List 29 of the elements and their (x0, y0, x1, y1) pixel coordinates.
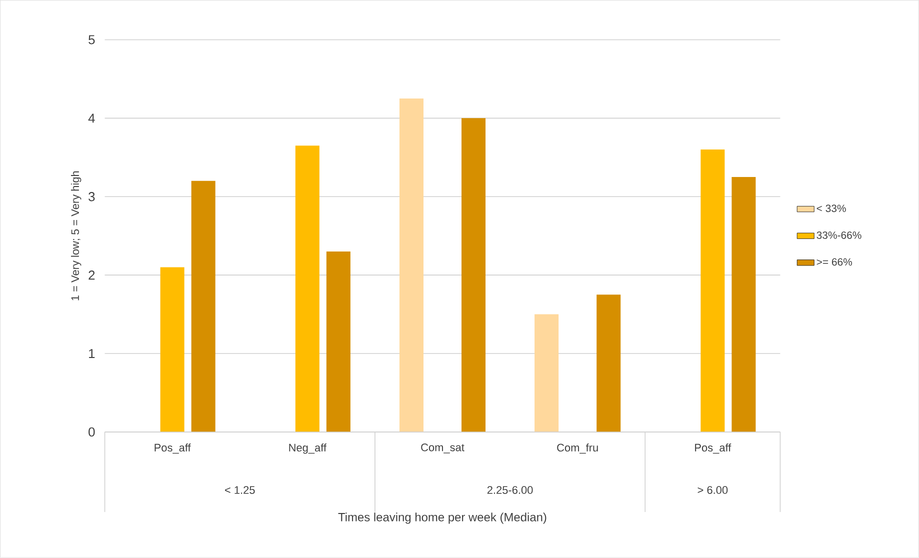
x-tick-label: Neg_aff (289, 444, 327, 454)
y-tick-label: 0 (88, 428, 95, 437)
x-tick-label: Com_fru (557, 444, 598, 454)
y-tick-label: 2 (88, 270, 95, 280)
legend-label: >= 66% (816, 258, 852, 266)
y-tick-label: 4 (88, 114, 95, 123)
bar (732, 177, 756, 432)
x-tick-label: Com_sat (421, 444, 464, 454)
bar (700, 150, 725, 432)
x-axis-title: Times leaving home per week (Median) (338, 512, 546, 524)
bar (326, 252, 350, 432)
x-tick-label: Pos_aff (695, 444, 732, 454)
text: > 6.00 (698, 486, 728, 494)
x-tick-label: Pos_aff (154, 444, 191, 454)
bar (596, 294, 621, 432)
y-tick-label: 5 (88, 35, 95, 44)
legend-label: < 33% (816, 204, 846, 212)
bar (295, 146, 320, 432)
bar (191, 181, 216, 432)
y-tick-label: 3 (88, 192, 95, 202)
y-tick-label: 1 (89, 349, 95, 358)
bar (160, 267, 184, 432)
bar (534, 314, 559, 432)
bar (462, 118, 486, 432)
text: 2.25-6.00 (487, 486, 533, 494)
bar (399, 98, 424, 432)
text: < 1.25 (225, 486, 255, 494)
legend-label: 33%-66% (816, 232, 862, 239)
y-axis-title: 1 = Very low; 5 = Very high (70, 171, 82, 300)
